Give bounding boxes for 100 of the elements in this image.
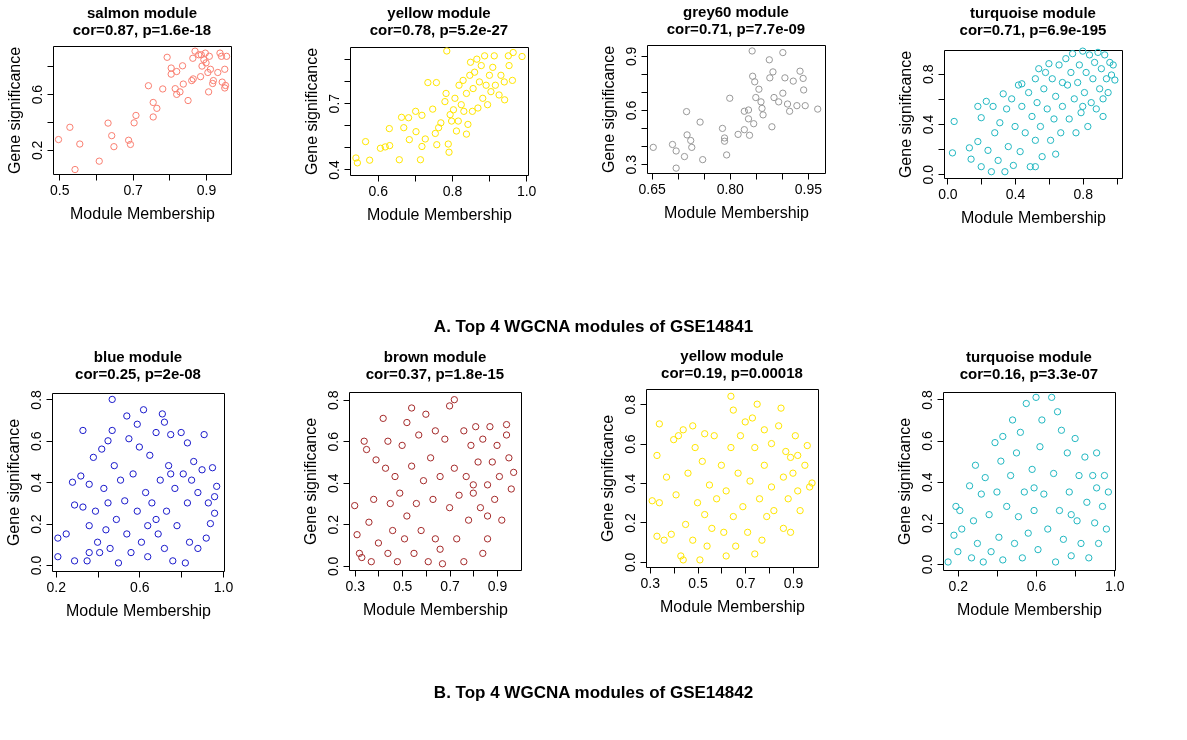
- point: [173, 67, 181, 76]
- point: [149, 98, 158, 107]
- point: [740, 126, 748, 134]
- x-tick-label: 0.3: [640, 574, 661, 591]
- point: [197, 51, 206, 59]
- y-tick-label: 0.0: [27, 555, 44, 576]
- point: [171, 85, 180, 93]
- point: [198, 62, 207, 70]
- point: [765, 56, 773, 64]
- point: [76, 140, 84, 148]
- point: [153, 104, 161, 112]
- point: [748, 72, 757, 80]
- point: [725, 94, 734, 102]
- chart-subtitle: cor=0.78, p=5.2e-27: [369, 20, 509, 38]
- point: [204, 68, 212, 77]
- point: [179, 62, 187, 70]
- point: [748, 47, 756, 55]
- x-tick-label: 0.3: [345, 577, 366, 594]
- point: [734, 130, 742, 139]
- y-tick-label: 0.6: [324, 431, 341, 452]
- point: [222, 81, 230, 90]
- y-axis-title: Gene significance: [896, 50, 914, 179]
- x-tick-label: 0.9: [197, 181, 217, 198]
- point: [769, 68, 777, 76]
- point: [668, 140, 677, 149]
- y-axis-title: Gene significance: [4, 418, 22, 547]
- point: [66, 123, 74, 131]
- point: [744, 106, 753, 114]
- chart-title: yellow module: [387, 3, 491, 21]
- x-tick-label: 0.5: [688, 574, 708, 591]
- point: [145, 82, 153, 90]
- point: [223, 52, 231, 60]
- chart-subtitle: cor=0.25, p=2e-08: [75, 364, 202, 382]
- point: [720, 134, 729, 142]
- x-axis-title: Module Membership: [960, 208, 1106, 226]
- point: [682, 107, 691, 116]
- x-tick-label: 1.0: [517, 182, 537, 199]
- y-tick-label: 0.9: [622, 46, 639, 67]
- point: [130, 119, 139, 127]
- y-tick-label: 0.6: [621, 434, 638, 454]
- point: [176, 88, 185, 96]
- point: [789, 77, 797, 85]
- point: [749, 120, 758, 128]
- y-tick-label: 0.4: [919, 114, 936, 135]
- point: [189, 54, 197, 62]
- point: [202, 59, 211, 67]
- y-axis-title: Gene significance: [5, 46, 23, 175]
- point: [718, 124, 726, 133]
- point: [758, 104, 766, 113]
- point: [206, 52, 214, 60]
- x-axis-title: Module Membership: [956, 600, 1102, 618]
- point: [686, 136, 695, 145]
- x-tick-label: 0.2: [46, 578, 67, 595]
- chart-subtitle: cor=0.71, p=6.9e-195: [959, 20, 1107, 38]
- y-tick-label: 0.7: [325, 93, 342, 114]
- y-tick-label: 0.4: [27, 472, 44, 493]
- x-tick-label: 0.5: [393, 577, 413, 594]
- chart-subtitle: cor=0.87, p=1.6e-18: [73, 21, 212, 38]
- x-tick-label: 0.4: [1005, 185, 1026, 202]
- y-axis-title: Gene significance: [301, 417, 319, 546]
- point: [159, 85, 167, 93]
- y-tick-label: 0.8: [324, 390, 341, 410]
- chart-title: turquoise module: [965, 347, 1092, 365]
- y-axis-title: Gene significance: [895, 417, 913, 546]
- x-tick-label: 0.6: [1026, 577, 1047, 594]
- point: [696, 118, 704, 126]
- y-tick-label: 0.2: [28, 140, 45, 161]
- x-tick-label: 0.2: [948, 577, 968, 594]
- point: [210, 76, 218, 85]
- point: [167, 70, 176, 78]
- x-axis-title: Module Membership: [659, 597, 805, 615]
- point: [221, 65, 229, 73]
- point: [759, 111, 767, 119]
- x-tick-label: 1.0: [1104, 577, 1125, 594]
- y-axis-title: Gene significance: [598, 414, 616, 543]
- point: [680, 152, 689, 161]
- x-tick-label: 0.95: [794, 180, 823, 197]
- x-tick-label: 0.6: [130, 578, 151, 595]
- chart-subtitle: cor=0.16, p=3.3e-07: [959, 364, 1098, 382]
- point: [672, 164, 680, 172]
- point: [768, 123, 776, 131]
- point: [770, 93, 778, 102]
- point: [774, 98, 783, 106]
- y-tick-label: 0.2: [621, 513, 638, 533]
- point: [55, 135, 63, 144]
- y-tick-label: 0.2: [918, 513, 935, 534]
- text: B. Top 4 WGCNA modules of GSE14842: [432, 682, 755, 704]
- y-tick-label: 0.4: [324, 473, 341, 493]
- x-tick-label: 0.7: [440, 577, 461, 594]
- point: [779, 48, 787, 57]
- y-tick-label: 0.6: [28, 84, 45, 105]
- point: [163, 53, 172, 61]
- x-tick-label: 0.80: [716, 180, 744, 197]
- chart-subtitle: cor=0.37, p=1.8e-15: [365, 364, 505, 382]
- point: [216, 49, 225, 57]
- point: [796, 67, 804, 75]
- x-tick-label: 0.8: [442, 182, 463, 199]
- x-tick-label: 0.5: [50, 181, 71, 198]
- point: [104, 119, 113, 127]
- chart-title: grey60 module: [682, 3, 789, 20]
